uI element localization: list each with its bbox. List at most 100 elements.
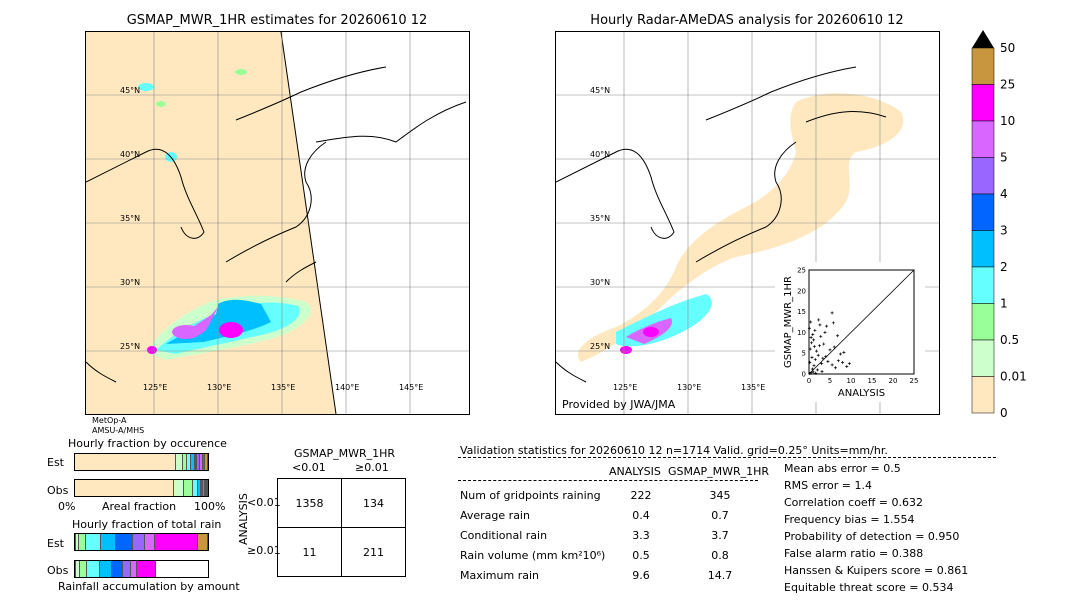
scatter-point [824, 355, 828, 359]
lon-label: 125°E [613, 383, 637, 392]
scatter-point [828, 348, 832, 352]
scatter-ytick: 10 [797, 329, 806, 337]
lon-label: 130°E [207, 383, 231, 392]
score-line: Probability of detection = 0.950 [784, 530, 960, 543]
right-map-svg: 45°N 40°N 35°N 30°N 25°N 125°E 130°E 135… [556, 32, 939, 414]
scatter-point [836, 359, 840, 363]
rain-patch [235, 69, 247, 75]
scatter-point [831, 321, 835, 325]
rain-core [219, 322, 243, 338]
colorbar-swatch [971, 120, 995, 158]
contingency-col-label: <0.01 [292, 461, 326, 474]
scatter-xtick: 5 [828, 377, 832, 385]
scatter-point [809, 335, 813, 339]
contingency-title: GSMAP_MWR_1HR [294, 447, 396, 460]
scatter-point [836, 334, 840, 338]
lon-label: 135°E [271, 383, 295, 392]
scatter-point [820, 362, 824, 366]
fraction-segment [75, 561, 77, 577]
occurrence-obs-label: Obs [47, 484, 69, 497]
fraction-segment [76, 561, 81, 577]
validation-col-divider [458, 480, 758, 481]
lon-labels: 125°E 130°E 135°E [613, 383, 765, 392]
map-grid [86, 32, 469, 414]
validation-row-a: 9.6 [632, 569, 650, 582]
contingency-col-label: ≥0.01 [355, 461, 389, 474]
validation-row-b: 3.7 [711, 529, 729, 542]
fraction-segment [101, 534, 116, 550]
fraction-segment [122, 561, 131, 577]
fraction-segment [204, 480, 206, 496]
fraction-segment [75, 534, 77, 550]
colorbar-label: 10 [1000, 114, 1015, 128]
rainfrac-est-label: Est [47, 537, 64, 550]
scatter-point [830, 311, 834, 315]
colorbar-label: 4 [1000, 187, 1008, 201]
score-line: Correlation coeff = 0.632 [784, 496, 923, 509]
fraction-segment [115, 534, 133, 550]
lon-labels: 125°E 130°E 135°E 140°E 145°E [143, 383, 423, 392]
fraction-segment [86, 534, 102, 550]
fraction-segment [200, 480, 204, 496]
scatter-point [825, 324, 829, 328]
fraction-segment [205, 454, 208, 470]
fraction-segment [198, 534, 208, 550]
validation-row-label: Average rain [460, 509, 530, 522]
fraction-segment [192, 480, 199, 496]
scatter-point [842, 350, 846, 354]
scatter-xtick: 10 [847, 377, 856, 385]
scatter-point [815, 368, 819, 372]
scatter-point [810, 341, 814, 345]
colorbar-swatch [971, 47, 995, 85]
validation-row-b: 14.7 [707, 569, 733, 582]
validation-col-header: GSMAP_MWR_1HR [668, 465, 770, 478]
lat-label: 40°N [120, 150, 140, 159]
scatter-point [823, 330, 827, 334]
fraction-segment [190, 454, 195, 470]
rainfrac-est-bar [74, 533, 209, 551]
lat-label: 30°N [120, 278, 140, 287]
lat-labels: 45°N 40°N 35°N 30°N 25°N [590, 86, 610, 351]
scatter-point [808, 360, 812, 364]
validation-row-a: 0.5 [632, 549, 650, 562]
contingency-cell: 211 [341, 527, 406, 577]
score-line: Mean abs error = 0.5 [784, 462, 901, 475]
colorbar-swatch [971, 157, 995, 195]
fraction-segment [100, 561, 113, 577]
fraction-segment [205, 480, 207, 496]
occurrence-est-label: Est [47, 456, 64, 469]
scatter-ytick: 5 [802, 350, 806, 358]
fraction-segment [80, 561, 87, 577]
scatter-point [810, 367, 814, 371]
contingency-cell: 11 [277, 527, 342, 577]
lat-label: 30°N [590, 278, 610, 287]
fraction-segment [202, 454, 206, 470]
lat-label: 35°N [590, 214, 610, 223]
scatter-xtick: 0 [807, 377, 811, 385]
validation-row-b: 0.8 [711, 549, 729, 562]
validation-row-b: 345 [709, 489, 731, 502]
scatter-point [822, 342, 826, 346]
scatter-point [839, 352, 842, 356]
right-map: 45°N 40°N 35°N 30°N 25°N 125°E 130°E 135… [555, 31, 940, 415]
occurrence-est-bar [74, 453, 209, 471]
validation-row-a: 3.3 [632, 529, 650, 542]
coastline [556, 66, 887, 383]
occurrence-obs-bar [74, 479, 209, 497]
fraction-segment [155, 534, 199, 550]
scatter-point [817, 318, 821, 322]
scatter-xtick: 25 [910, 377, 919, 385]
scatter-point [845, 365, 849, 369]
contingency-row-label: <0.01 [247, 496, 281, 509]
rainfrac-title: Hourly fraction of total rain [72, 518, 222, 531]
analysis-area [577, 93, 904, 363]
fraction-segment [75, 480, 175, 496]
lon-label: 135°E [741, 383, 765, 392]
validation-row-a: 222 [630, 489, 652, 502]
validation-divider [458, 457, 996, 458]
score-line: RMS error = 1.4 [784, 479, 872, 492]
scatter-point [813, 328, 817, 332]
rain-core [147, 346, 157, 354]
contingency-row-label: ≥0.01 [247, 544, 281, 557]
rainfrac-xlabel: Rainfall accumulation by amount [58, 580, 240, 593]
